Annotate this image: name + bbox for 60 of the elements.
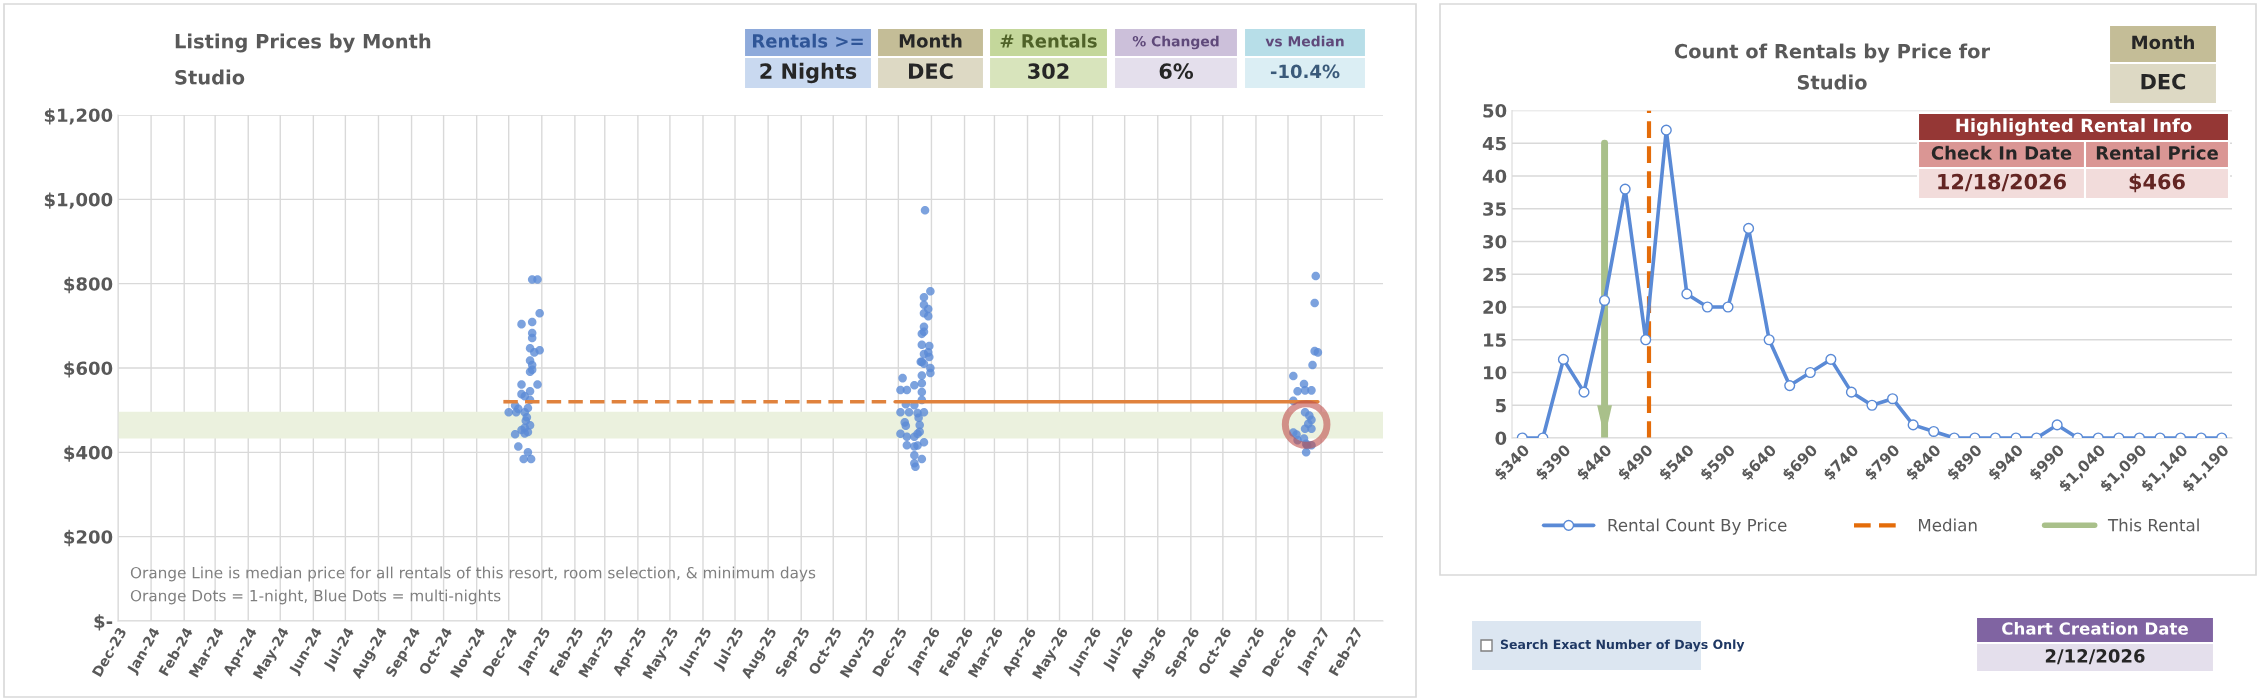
annotation: Rental Price bbox=[2096, 145, 2218, 160]
point bbox=[1887, 393, 1899, 405]
text: Month bbox=[2132, 35, 2194, 50]
point bbox=[1599, 294, 1611, 307]
annotation: $466 bbox=[2129, 173, 2185, 193]
legend-label: This Rental bbox=[2107, 518, 2199, 532]
chart-subtitle: Studio bbox=[175, 69, 245, 85]
text: 2/12/2026 bbox=[2045, 649, 2145, 665]
point bbox=[1578, 386, 1590, 398]
point bbox=[1763, 334, 1775, 346]
annotation: Highlighted Rental Info bbox=[1956, 118, 2192, 136]
y-tick-label: 5 bbox=[1495, 398, 1506, 413]
point bbox=[1640, 334, 1652, 346]
y-tick-label: $400 bbox=[64, 445, 113, 462]
text: DEC bbox=[909, 63, 953, 80]
point bbox=[1722, 301, 1734, 313]
y-tick-label: 45 bbox=[1482, 136, 1506, 151]
chart-title: Count of Rentals by Price for bbox=[1674, 43, 1991, 63]
point bbox=[1804, 366, 1816, 379]
y-tick-label: 0 bbox=[1495, 431, 1507, 446]
text: DEC bbox=[2141, 73, 2186, 90]
text: Search Exact Number of Days Only bbox=[1500, 639, 1745, 652]
y-tick-label: 15 bbox=[1484, 333, 1506, 347]
text: vs Median bbox=[1265, 35, 1344, 47]
y-tick-label: $1,200 bbox=[44, 108, 113, 125]
chart-subtitle: Studio bbox=[1797, 74, 1867, 90]
text: 302 bbox=[1028, 63, 1069, 80]
text: Month bbox=[899, 33, 962, 48]
annotation: Orange Dots = 1-night, Blue Dots = multi-nights bbox=[130, 589, 501, 605]
text: % Changed bbox=[1132, 35, 1219, 50]
point bbox=[1845, 386, 1857, 398]
text: Chart Creation Date bbox=[2002, 621, 2188, 635]
point bbox=[1681, 288, 1693, 300]
y-tick-label: 10 bbox=[1484, 365, 1507, 380]
point bbox=[1866, 399, 1878, 411]
annotation: 12/18/2026 bbox=[1938, 173, 2066, 192]
point bbox=[1825, 353, 1837, 365]
point bbox=[1557, 353, 1569, 365]
y-tick-label: 30 bbox=[1483, 234, 1507, 249]
y-tick-label: $600 bbox=[64, 361, 113, 378]
legend-label: Rental Count By Price bbox=[1608, 518, 1787, 535]
point bbox=[1701, 301, 1713, 313]
text: 6% bbox=[1159, 63, 1194, 80]
text: 2 Nights bbox=[760, 62, 857, 84]
y-tick-label: $200 bbox=[64, 529, 113, 547]
chart-title: Listing Prices by Month bbox=[175, 33, 431, 53]
y-tick-label: 40 bbox=[1482, 169, 1507, 184]
y-tick-label: 50 bbox=[1483, 103, 1507, 118]
y-tick-label: 25 bbox=[1483, 267, 1506, 282]
text: -10.4% bbox=[1270, 64, 1340, 79]
text: # Rentals bbox=[1000, 33, 1097, 48]
annotation: Orange Line is median price for all rentals of this resort, room selection, & minimum days bbox=[130, 566, 816, 582]
y-tick-label: 35 bbox=[1483, 202, 1506, 216]
point bbox=[1784, 380, 1796, 392]
y-tick-label: 20 bbox=[1483, 300, 1507, 315]
legend-label: Median bbox=[1918, 518, 1977, 532]
text: Rentals >= bbox=[753, 33, 863, 48]
y-tick-label: $1,000 bbox=[44, 192, 113, 209]
annotation: Check In Date bbox=[1931, 145, 2072, 160]
y-tick-label: $800 bbox=[64, 276, 113, 294]
